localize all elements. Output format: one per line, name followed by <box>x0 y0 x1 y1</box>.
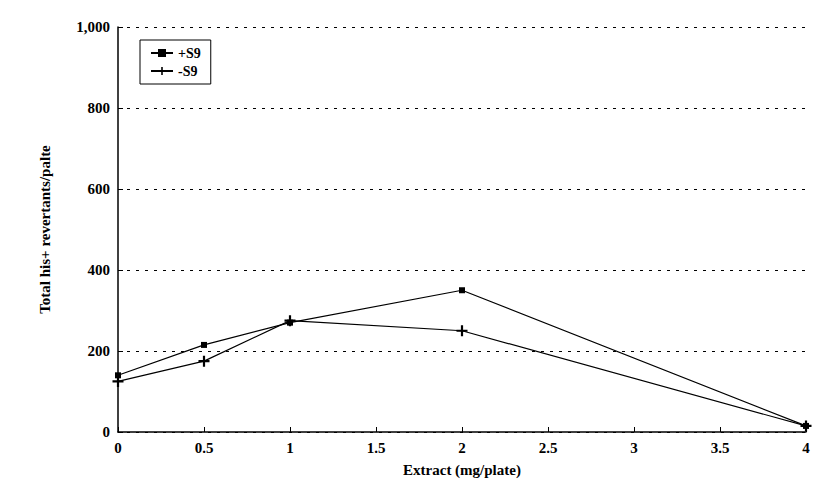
svg-text:1.5: 1.5 <box>367 440 386 456</box>
svg-text:0: 0 <box>114 440 122 456</box>
svg-text:3: 3 <box>630 440 638 456</box>
svg-text:2.5: 2.5 <box>539 440 558 456</box>
svg-text:2: 2 <box>458 440 466 456</box>
svg-text:200: 200 <box>88 343 111 359</box>
svg-text:-S9: -S9 <box>178 64 197 79</box>
svg-text:1: 1 <box>286 440 294 456</box>
svg-text:1,000: 1,000 <box>76 19 110 35</box>
svg-text:0: 0 <box>103 424 111 440</box>
svg-text:400: 400 <box>88 262 111 278</box>
svg-text:600: 600 <box>88 181 111 197</box>
svg-text:Extract (mg/plate): Extract (mg/plate) <box>403 462 521 479</box>
svg-text:+S9: +S9 <box>178 46 201 61</box>
svg-text:800: 800 <box>88 100 111 116</box>
svg-text:3.5: 3.5 <box>711 440 730 456</box>
svg-text:4: 4 <box>802 440 810 456</box>
svg-text:0.5: 0.5 <box>195 440 214 456</box>
svg-text:Total his+ revertants/palte: Total his+ revertants/palte <box>37 145 53 314</box>
